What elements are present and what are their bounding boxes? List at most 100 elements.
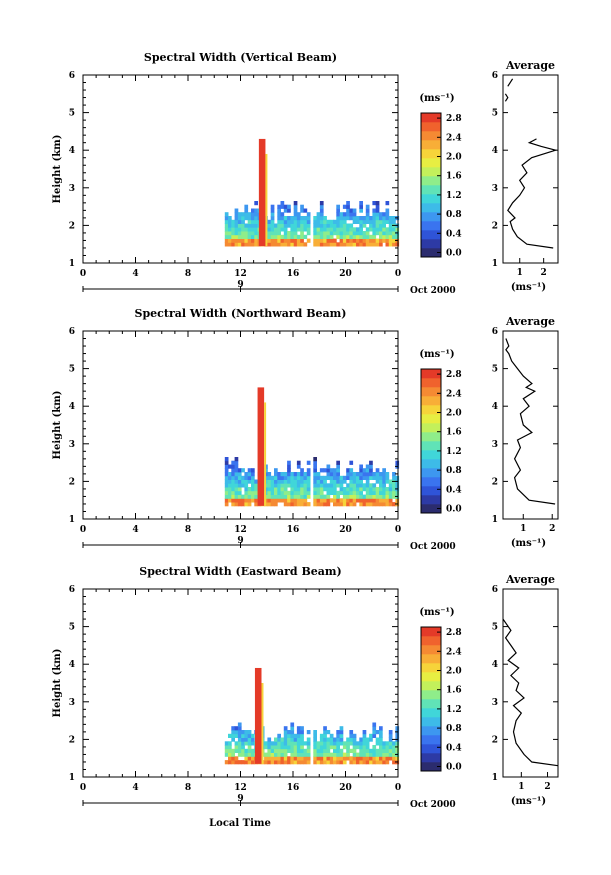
data-cell <box>290 227 295 232</box>
data-cell <box>326 745 331 750</box>
data-cell <box>274 490 278 495</box>
date-suffix: Oct 2000 <box>410 800 456 810</box>
data-cell <box>392 219 396 224</box>
data-cell <box>359 487 363 492</box>
data-cell <box>372 487 377 492</box>
data-cell <box>369 475 373 480</box>
data-cell <box>319 468 324 473</box>
colorbar-tick-label: 1.2 <box>446 705 462 715</box>
y-axis-label: Height (km) <box>52 391 63 460</box>
data-cell <box>375 468 380 473</box>
data-cell <box>270 212 275 217</box>
data-cell <box>264 752 268 757</box>
data-cell <box>319 745 324 750</box>
data-cell <box>359 468 363 473</box>
data-cell <box>365 242 370 247</box>
data-cell <box>336 737 340 742</box>
data-cell <box>244 752 249 757</box>
colorbar-swatch <box>421 753 441 763</box>
data-cell <box>333 227 337 232</box>
data-cell <box>375 498 380 503</box>
data-cell <box>323 748 327 753</box>
data-cell <box>365 502 370 507</box>
data-cell <box>296 502 301 507</box>
data-cell <box>254 216 258 221</box>
data-cell <box>349 487 354 492</box>
colorbar-swatch <box>421 158 441 168</box>
data-cell <box>395 756 400 761</box>
data-cell <box>336 464 340 469</box>
data-cell <box>379 502 383 507</box>
data-cell <box>369 737 373 742</box>
data-cell <box>323 231 327 236</box>
data-cell <box>352 752 357 757</box>
data-cell <box>251 737 255 742</box>
data-cell <box>296 756 301 761</box>
data-cell <box>287 760 291 765</box>
data-cell <box>395 234 400 239</box>
data-cell <box>388 219 393 224</box>
data-cell <box>224 212 229 217</box>
data-cell <box>290 219 295 224</box>
data-cell <box>346 468 350 473</box>
data-cell <box>349 498 354 503</box>
data-cell <box>382 483 386 488</box>
data-cell <box>231 726 235 731</box>
data-cell <box>323 726 327 731</box>
data-cell <box>287 733 291 738</box>
data-cell <box>277 752 281 757</box>
data-cell <box>352 760 357 765</box>
data-cell <box>369 760 373 765</box>
data-cell <box>300 752 304 757</box>
data-cell <box>306 756 311 761</box>
data-cell <box>392 238 396 243</box>
data-cell <box>306 502 311 507</box>
data-cell <box>352 238 357 243</box>
data-cell <box>375 737 380 742</box>
data-cell <box>300 475 304 480</box>
data-cell <box>241 737 245 742</box>
data-cell <box>356 479 360 484</box>
data-cell <box>346 502 350 507</box>
data-cell <box>385 219 390 224</box>
data-cell <box>280 487 285 492</box>
data-cell <box>303 502 308 507</box>
data-cell <box>254 242 258 247</box>
data-cell <box>333 472 337 477</box>
data-cell <box>342 475 347 480</box>
data-cell <box>372 472 377 477</box>
data-cell <box>293 490 298 495</box>
data-cell <box>385 502 390 507</box>
data-cell <box>274 760 278 765</box>
data-cell <box>329 475 334 480</box>
data-cell <box>251 216 255 221</box>
x-tick-label: 20 <box>339 269 352 279</box>
data-cell <box>356 741 360 746</box>
data-cell <box>388 227 393 232</box>
data-cell <box>283 490 288 495</box>
data-cell <box>392 483 396 488</box>
data-cell <box>362 730 367 735</box>
data-cell <box>244 204 249 209</box>
data-cell <box>339 752 344 757</box>
data-cell <box>359 494 363 499</box>
data-cell <box>339 756 344 761</box>
data-cell <box>247 231 252 236</box>
data-cell <box>224 490 229 495</box>
data-cell <box>277 475 281 480</box>
data-cell <box>362 219 367 224</box>
data-cell <box>254 490 258 495</box>
data-cell <box>323 234 327 239</box>
data-cell <box>228 494 232 499</box>
data-cell <box>251 223 255 228</box>
data-cell <box>277 479 281 484</box>
data-cell <box>359 741 363 746</box>
data-cell <box>369 498 373 503</box>
data-cell <box>287 479 291 484</box>
data-cell <box>290 502 295 507</box>
data-cell <box>388 242 393 247</box>
data-cell <box>277 208 281 213</box>
data-cell <box>382 756 386 761</box>
data-cell <box>280 490 285 495</box>
data-cell <box>319 475 324 480</box>
